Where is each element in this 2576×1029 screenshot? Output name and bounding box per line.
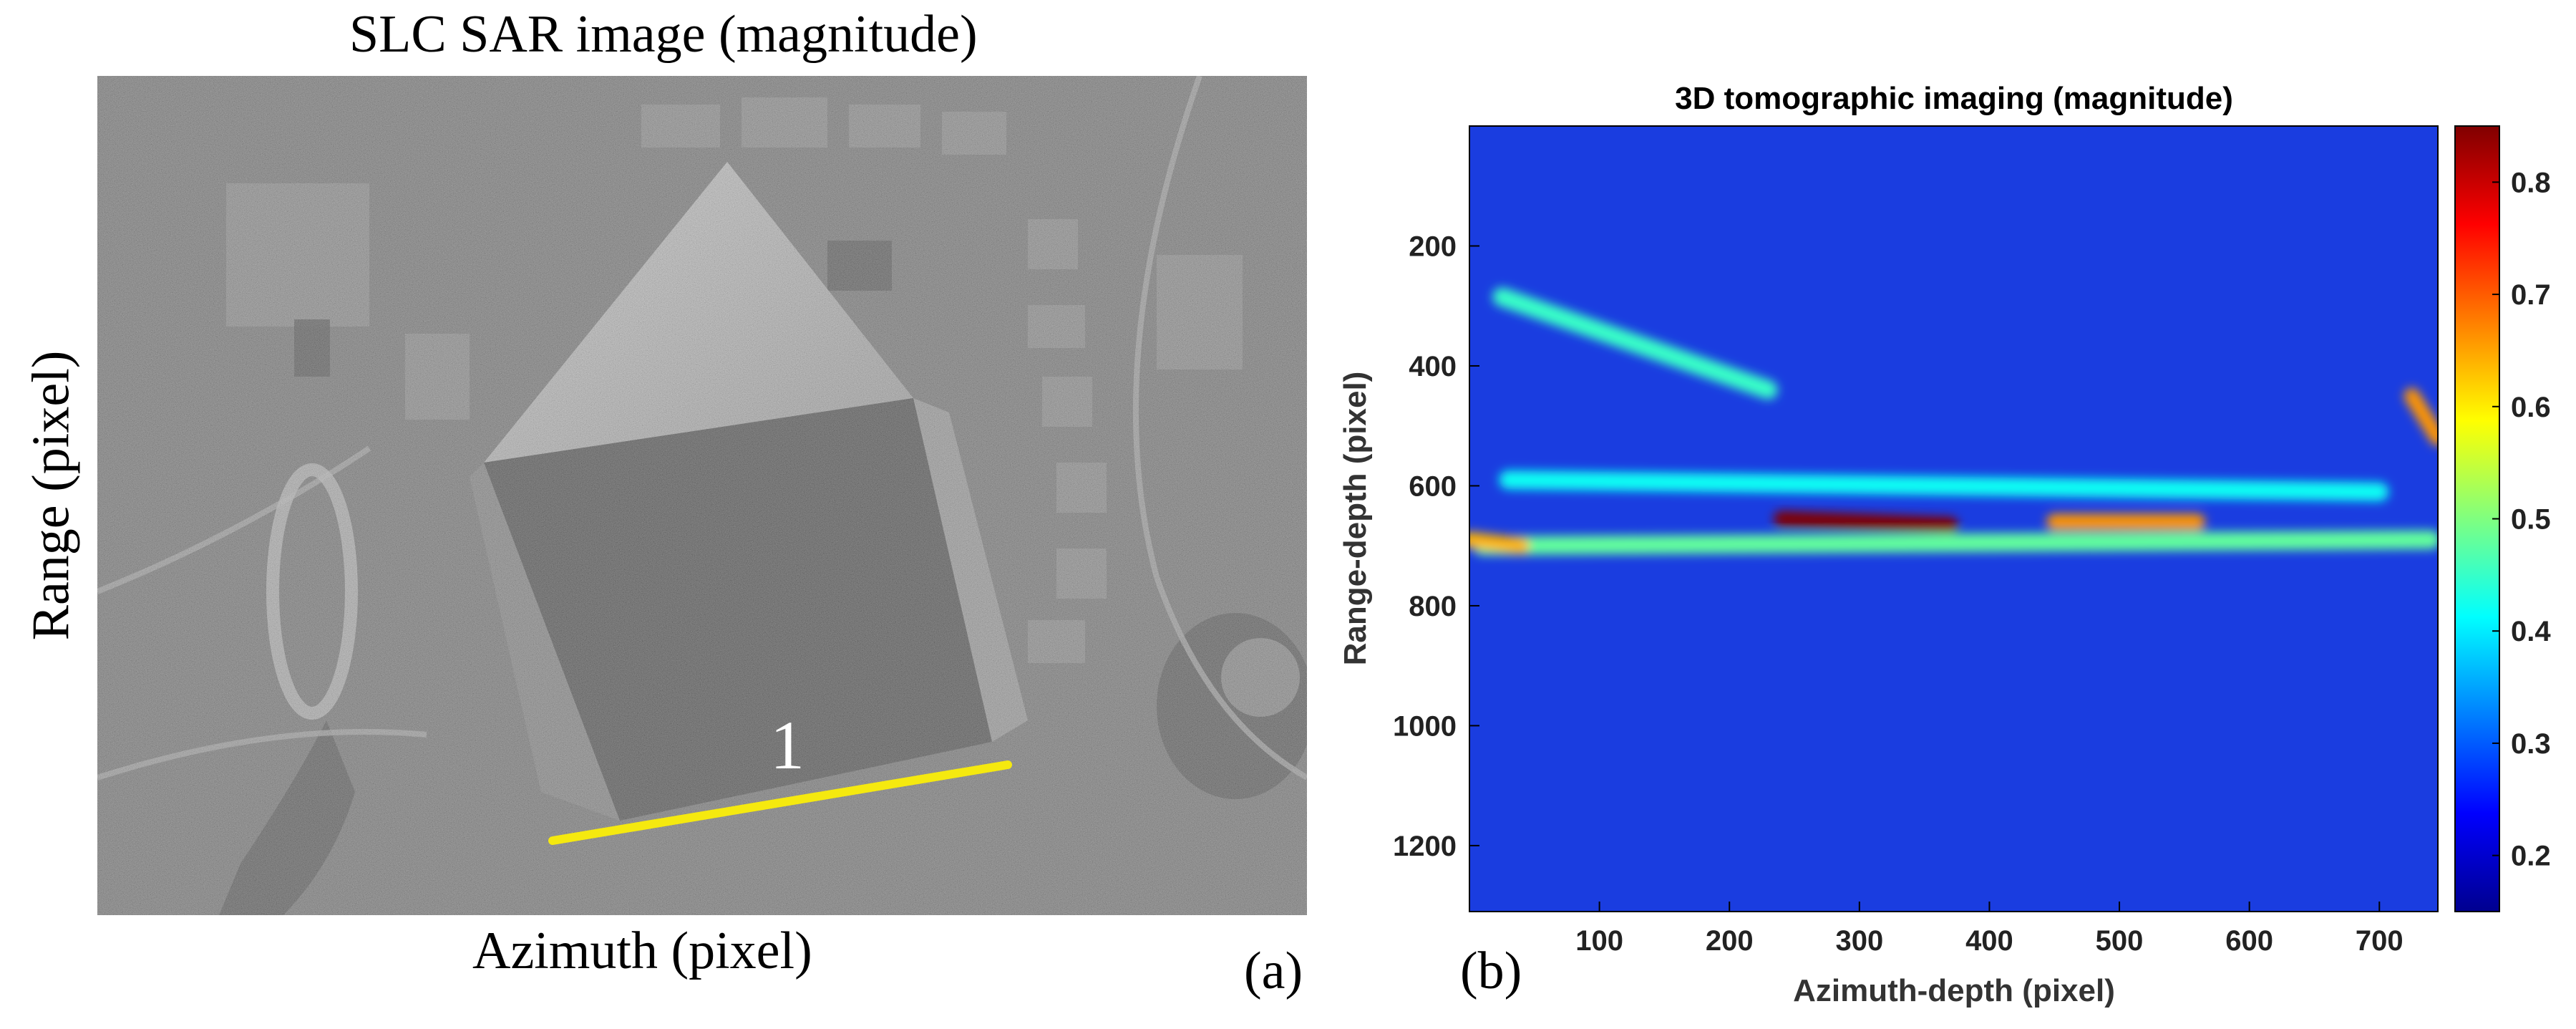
chart-title: 3D tomographic imaging (magnitude) [1675,81,2233,116]
heatmap-features [1469,287,2438,556]
panel-a-xlabel: Azimuth (pixel) [472,922,812,980]
y-tick-label: 600 [1409,470,1457,502]
colorbar-tick-label: 0.2 [2511,841,2551,872]
chart-xlabel: Azimuth-depth (pixel) [1793,973,2115,1008]
sar-image [96,74,1314,915]
panel-a-title: SLC SAR image (magnitude) [349,5,978,64]
y-tick-label: 1000 [1393,710,1457,742]
y-tick-label: 200 [1409,231,1457,262]
heatmap-feature-band [1473,530,2438,556]
panel-b-label: (b) [1460,942,1522,1000]
sar-speckle [97,76,1307,915]
x-ticks: 100 200 300 400 500 600 700 [1575,902,2404,957]
sar-image-svg [96,74,1314,915]
colorbar [2454,125,2500,912]
heatmap-feature-band [1492,287,1778,400]
x-tick-label: 100 [1575,925,1623,957]
x-tick-label: 300 [1835,925,1883,957]
chart-ylabel: Range-depth (pixel) [1338,372,1373,666]
colorbar-ticks: 0.2 0.3 0.4 0.5 0.6 0.7 0.8 [2492,167,2551,872]
colorbar-tick-label: 0.4 [2511,616,2551,647]
plot-area-frame [1469,125,2439,912]
y-tick-label: 1200 [1393,831,1457,862]
colorbar-tick-label: 0.3 [2511,728,2551,760]
x-tick-label: 400 [1965,925,2013,957]
annotation-line-1 [548,760,1012,845]
y-tick-label: 800 [1409,591,1457,622]
heatmap-layer [1469,287,2438,556]
x-tick-label: 700 [2356,925,2404,957]
y-tick-label: 400 [1409,351,1457,382]
panel-a-label: (a) [1244,942,1303,1000]
x-tick-label: 600 [2225,925,2273,957]
heatmap-feature-peak [1773,511,1958,533]
colorbar-tick-label: 0.7 [2511,279,2551,311]
colorbar-tick-label: 0.6 [2511,392,2551,423]
heatmap-feature-peak [1469,531,1530,554]
x-tick-label: 500 [2096,925,2144,957]
colorbar-tick-label: 0.5 [2511,504,2551,536]
annotation-label-1: 1 [770,707,805,783]
colorbar-tick-label: 0.8 [2511,167,2551,198]
heatmap-feature-peak [2404,387,2438,446]
heatmap-feature-band [1499,470,2389,501]
y-ticks: 200 400 600 800 1000 1200 [1393,231,1479,862]
x-tick-label: 200 [1706,925,1754,957]
